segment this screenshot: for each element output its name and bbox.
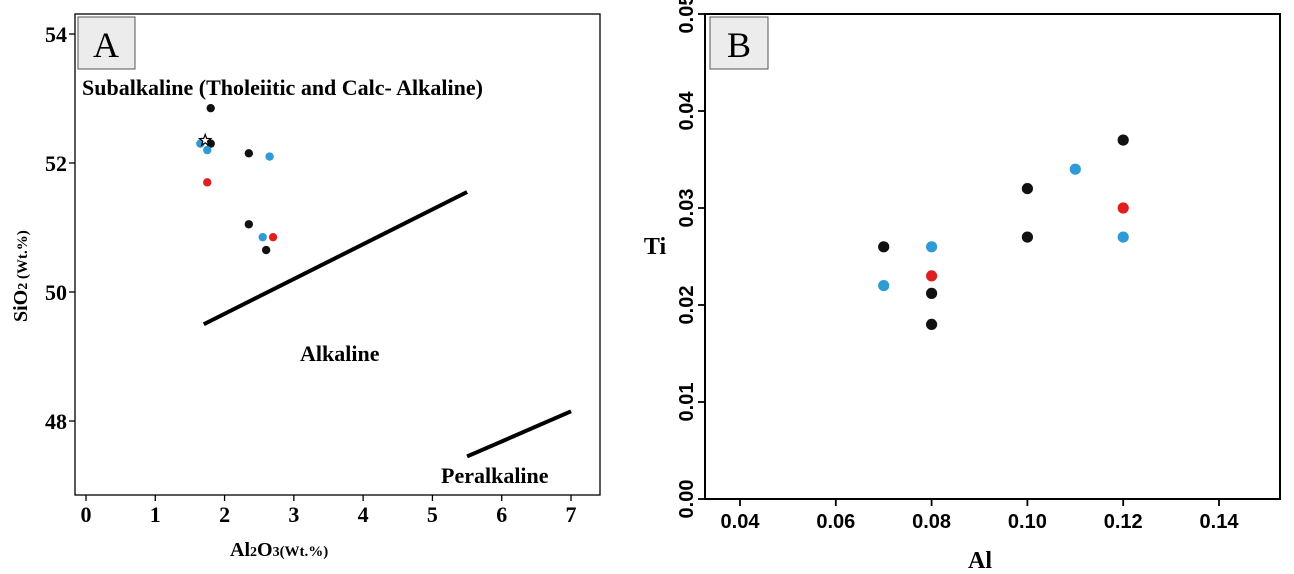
y-tick-label: 0.05 bbox=[676, 0, 698, 33]
data-point bbox=[244, 149, 254, 158]
data-point bbox=[878, 241, 890, 253]
x-axis-label-part: Al bbox=[230, 539, 250, 561]
data-point bbox=[926, 241, 938, 253]
data-point bbox=[206, 103, 215, 113]
x-axis-label-part: (Wt.%) bbox=[280, 544, 329, 560]
x-tick-label: 0.04 bbox=[721, 511, 761, 533]
data-point bbox=[1021, 183, 1033, 195]
y-tick-label: 52 bbox=[45, 151, 67, 176]
panel-label-box bbox=[77, 16, 136, 70]
x-tick-label: 7 bbox=[566, 502, 577, 527]
x-tick-label: 0.14 bbox=[1200, 511, 1240, 533]
data-point bbox=[203, 145, 212, 155]
data-point bbox=[1117, 231, 1129, 243]
data-point bbox=[1117, 202, 1129, 214]
y-tick-label: 0.04 bbox=[676, 91, 698, 131]
data-point bbox=[258, 232, 267, 242]
y-tick-label: 0.03 bbox=[676, 189, 698, 228]
data-point bbox=[268, 232, 278, 242]
data-point bbox=[878, 280, 890, 292]
x-axis-label-part: 2 bbox=[250, 545, 257, 560]
region-label-alkaline: Alkaline bbox=[300, 341, 380, 366]
plot-frame bbox=[704, 13, 1281, 500]
x-tick-label: 0 bbox=[81, 502, 92, 527]
data-point bbox=[244, 220, 254, 229]
region-label-subalkaline: Subalkaline (Tholeiitic and Calc- Alkali… bbox=[82, 75, 483, 100]
y-axis-label-part: SiO bbox=[10, 290, 32, 322]
x-tick-label: 4 bbox=[358, 502, 369, 527]
y-tick-label: 0.01 bbox=[676, 383, 698, 422]
x-tick-label: 0.12 bbox=[1104, 511, 1143, 533]
y-tick-label: 50 bbox=[45, 280, 67, 305]
boundary-line-1 bbox=[202, 190, 468, 327]
y-tick-label: 0.00 bbox=[676, 480, 698, 519]
region-label-peralkaline: Peralkaline bbox=[441, 463, 549, 488]
x-axis-label: Al bbox=[968, 548, 992, 574]
y-tick-label: 54 bbox=[45, 22, 67, 47]
panel-label: A bbox=[93, 25, 119, 65]
panel-b: 0.04 0.06 0.08 0.10 0.12 0.14 0.00 0.01 0.02 0.03… bbox=[644, 0, 1281, 574]
plot-frame bbox=[74, 13, 601, 496]
x-tick-label: 1 bbox=[150, 502, 161, 527]
data-point bbox=[265, 152, 274, 161]
x-axis-label-part: O bbox=[257, 539, 273, 561]
data-point bbox=[1117, 134, 1129, 146]
x-tick-label: 3 bbox=[288, 502, 299, 527]
panel-label: B bbox=[727, 25, 751, 65]
data-point bbox=[203, 178, 212, 187]
x-tick-label: 6 bbox=[496, 502, 507, 527]
x-tick-label: 2 bbox=[219, 502, 230, 527]
y-axis-label-part: 2 bbox=[16, 283, 31, 290]
x-tick-label: 0.10 bbox=[1008, 511, 1047, 533]
x-tick-label: 5 bbox=[427, 502, 438, 527]
x-axis-label-part: 3 bbox=[273, 545, 280, 560]
star-marker bbox=[197, 132, 213, 147]
x-tick-label: 0.08 bbox=[912, 511, 951, 533]
panel-label-box bbox=[709, 16, 769, 70]
data-point bbox=[261, 245, 271, 255]
y-tick-label: 48 bbox=[45, 409, 67, 434]
panel-a: 0 1 2 3 4 5 6 7 48 50 52 54 A Subalkaline (Tholeiitic… bbox=[10, 13, 601, 561]
data-point bbox=[1069, 163, 1081, 175]
data-point bbox=[926, 270, 938, 282]
x-tick-label: 0.06 bbox=[816, 511, 855, 533]
data-point bbox=[1021, 231, 1033, 243]
y-axis-label: SiO2 (Wt.%) bbox=[10, 230, 32, 322]
x-axis-label: Al2O3(Wt.%) bbox=[230, 539, 328, 561]
data-point bbox=[926, 318, 938, 330]
y-axis-label-part: (Wt.%) bbox=[15, 230, 31, 283]
y-axis-label: Ti bbox=[644, 234, 667, 260]
data-point bbox=[926, 287, 938, 299]
y-tick-label: 0.02 bbox=[676, 286, 698, 325]
boundary-line-2 bbox=[466, 409, 572, 459]
